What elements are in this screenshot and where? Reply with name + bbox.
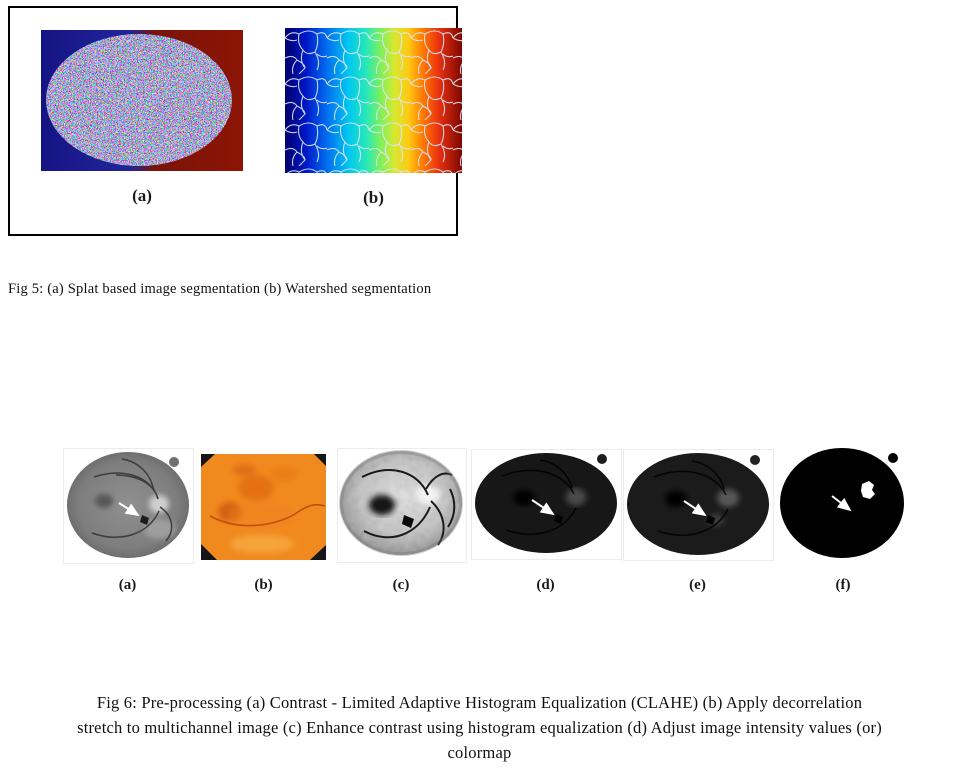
fig6-panel-d-label: (d): [536, 577, 555, 593]
fig6-caption: Fig 6: Pre-processing (a) Contrast - Lim…: [0, 690, 959, 765]
fundus-image-intensity-adjust: [471, 449, 622, 560]
fundus-image-colormap-adjust: [623, 449, 774, 561]
fig6-panel-b-label: (b): [254, 577, 273, 593]
splat-segmentation-image: [41, 30, 243, 171]
fundus-image-decorrelation: [200, 452, 327, 562]
fig6-caption-line-2: stretch to multichannel image (c) Enhanc…: [77, 718, 882, 737]
watershed-segmentation-image: [285, 28, 462, 173]
fig5-caption: Fig 5: (a) Splat based image segmentatio…: [8, 281, 432, 297]
fig6-panel-e-label: (e): [689, 577, 706, 593]
fig6-caption-line-3: colormap: [447, 743, 512, 762]
fig5-panel-a-label: (a): [132, 186, 152, 205]
fig5-panel-b-label: (b): [363, 188, 384, 207]
fig6-panel-a-label: (a): [118, 577, 137, 593]
fig6-panel-c-label: (c): [392, 577, 410, 593]
fig6-panel-f-label: (f): [835, 577, 851, 593]
fig6-caption-line-1: Fig 6: Pre-processing (a) Contrast - Lim…: [96, 693, 863, 712]
fundus-image-binary: [778, 446, 908, 562]
figure5-frame: (a) (b): [8, 6, 462, 236]
fundus-image-histeq: [337, 448, 467, 563]
fundus-image-clahe: [63, 448, 194, 564]
